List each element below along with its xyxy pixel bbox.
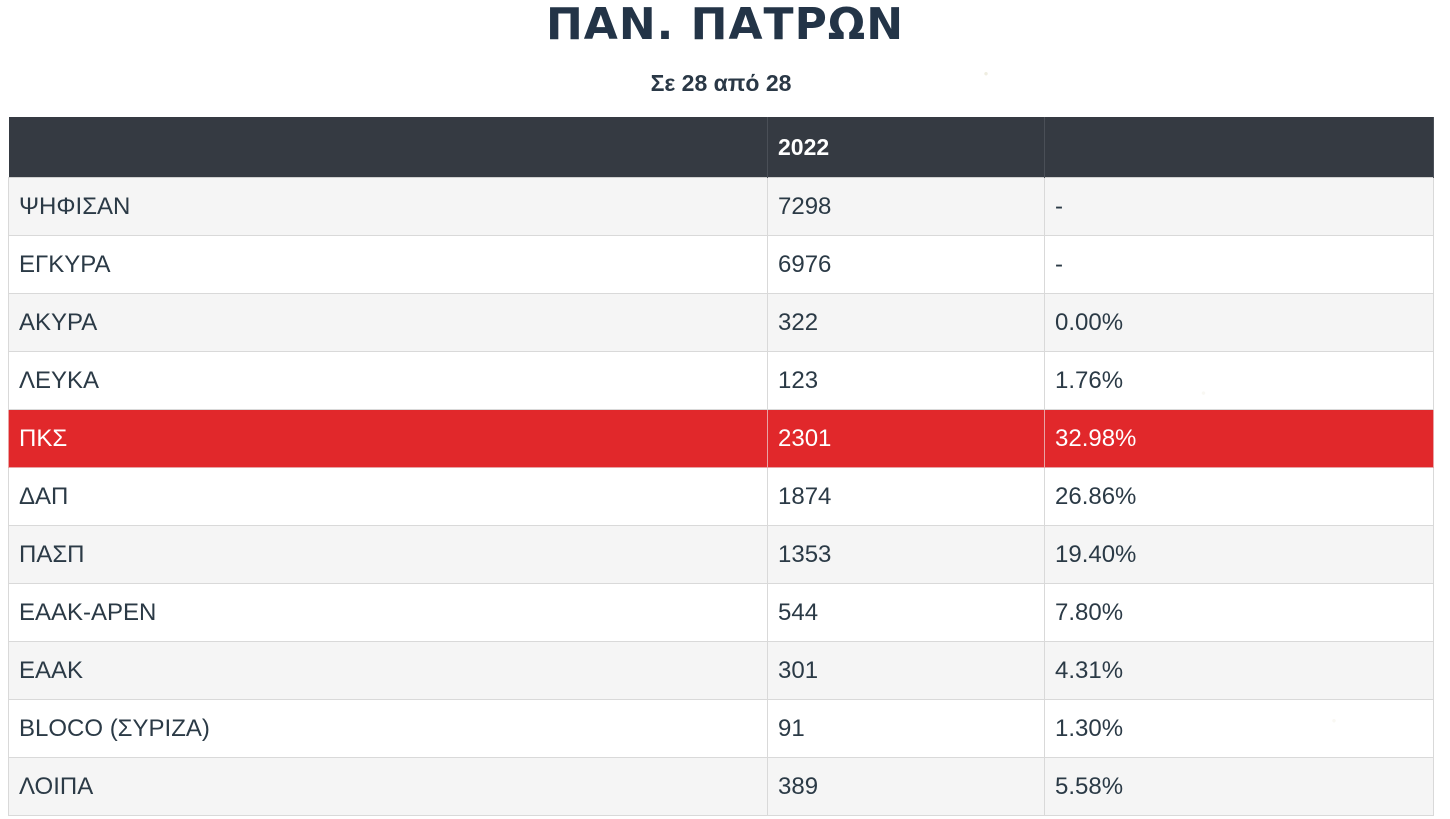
table-row: ΔΑΠ 1874 26.86% (8, 467, 1434, 526)
table-row: ΛΕΥΚΑ 123 1.76% (8, 351, 1434, 410)
table-row: ΕΑΑΚ 301 4.31% (8, 641, 1434, 700)
row-percent: 1.30% (1044, 699, 1434, 758)
row-percent: 7.80% (1044, 583, 1434, 642)
row-label: ΠΚΣ (8, 409, 768, 468)
table-row: ΕΑΑΚ-ΑΡΕΝ 544 7.80% (8, 583, 1434, 642)
page-subtitle: Σε 28 από 28 (650, 70, 792, 96)
row-percent: 5.58% (1044, 757, 1434, 816)
table-row: ΛΟΙΠΑ 389 5.58% (8, 757, 1434, 816)
row-votes: 544 (767, 583, 1045, 642)
row-votes: 1353 (767, 525, 1045, 584)
row-label: ΕΓΚΥΡΑ (8, 235, 768, 294)
row-votes: 2301 (767, 409, 1045, 468)
row-label: ΛΕΥΚΑ (8, 351, 768, 410)
results-table: 2022 ΨΗΦΙΣΑΝ 7298 - ΕΓΚΥΡΑ 6976 - ΑΚΥΡΑ … (8, 117, 1434, 816)
row-label: ΕΑΑΚ (8, 641, 768, 700)
row-votes: 301 (767, 641, 1045, 700)
row-votes: 1874 (767, 467, 1045, 526)
column-header-label (8, 117, 768, 178)
column-header-percent (1044, 117, 1434, 178)
row-votes: 322 (767, 293, 1045, 352)
row-label: ΔΑΠ (8, 467, 768, 526)
row-votes: 123 (767, 351, 1045, 410)
row-percent: - (1044, 235, 1434, 294)
row-label: ΠΑΣΠ (8, 525, 768, 584)
table-header-row: 2022 (8, 117, 1434, 178)
row-percent: 0.00% (1044, 293, 1434, 352)
page-title: ΠΑΝ. ΠΑΤΡΩΝ (545, 0, 905, 46)
table-row: ΨΗΦΙΣΑΝ 7298 - (8, 177, 1434, 236)
row-votes: 7298 (767, 177, 1045, 236)
table-row: ΑΚΥΡΑ 322 0.00% (8, 293, 1434, 352)
table-row: BLOCO (ΣΥΡΙΖΑ) 91 1.30% (8, 699, 1434, 758)
row-label: ΑΚΥΡΑ (8, 293, 768, 352)
row-percent: 19.40% (1044, 525, 1434, 584)
row-label: ΛΟΙΠΑ (8, 757, 768, 816)
table-row-leading: ΠΚΣ 2301 32.98% (8, 409, 1434, 468)
row-percent: 4.31% (1044, 641, 1434, 700)
row-label: ΨΗΦΙΣΑΝ (8, 177, 768, 236)
table-row: ΕΓΚΥΡΑ 6976 - (8, 235, 1434, 294)
row-label: ΕΑΑΚ-ΑΡΕΝ (8, 583, 768, 642)
row-votes: 6976 (767, 235, 1045, 294)
row-votes: 91 (767, 699, 1045, 758)
row-votes: 389 (767, 757, 1045, 816)
row-percent: - (1044, 177, 1434, 236)
row-percent: 26.86% (1044, 467, 1434, 526)
row-percent: 1.76% (1044, 351, 1434, 410)
table-row: ΠΑΣΠ 1353 19.40% (8, 525, 1434, 584)
row-percent: 32.98% (1044, 409, 1434, 468)
column-header-year: 2022 (767, 117, 1045, 178)
row-label: BLOCO (ΣΥΡΙΖΑ) (8, 699, 768, 758)
